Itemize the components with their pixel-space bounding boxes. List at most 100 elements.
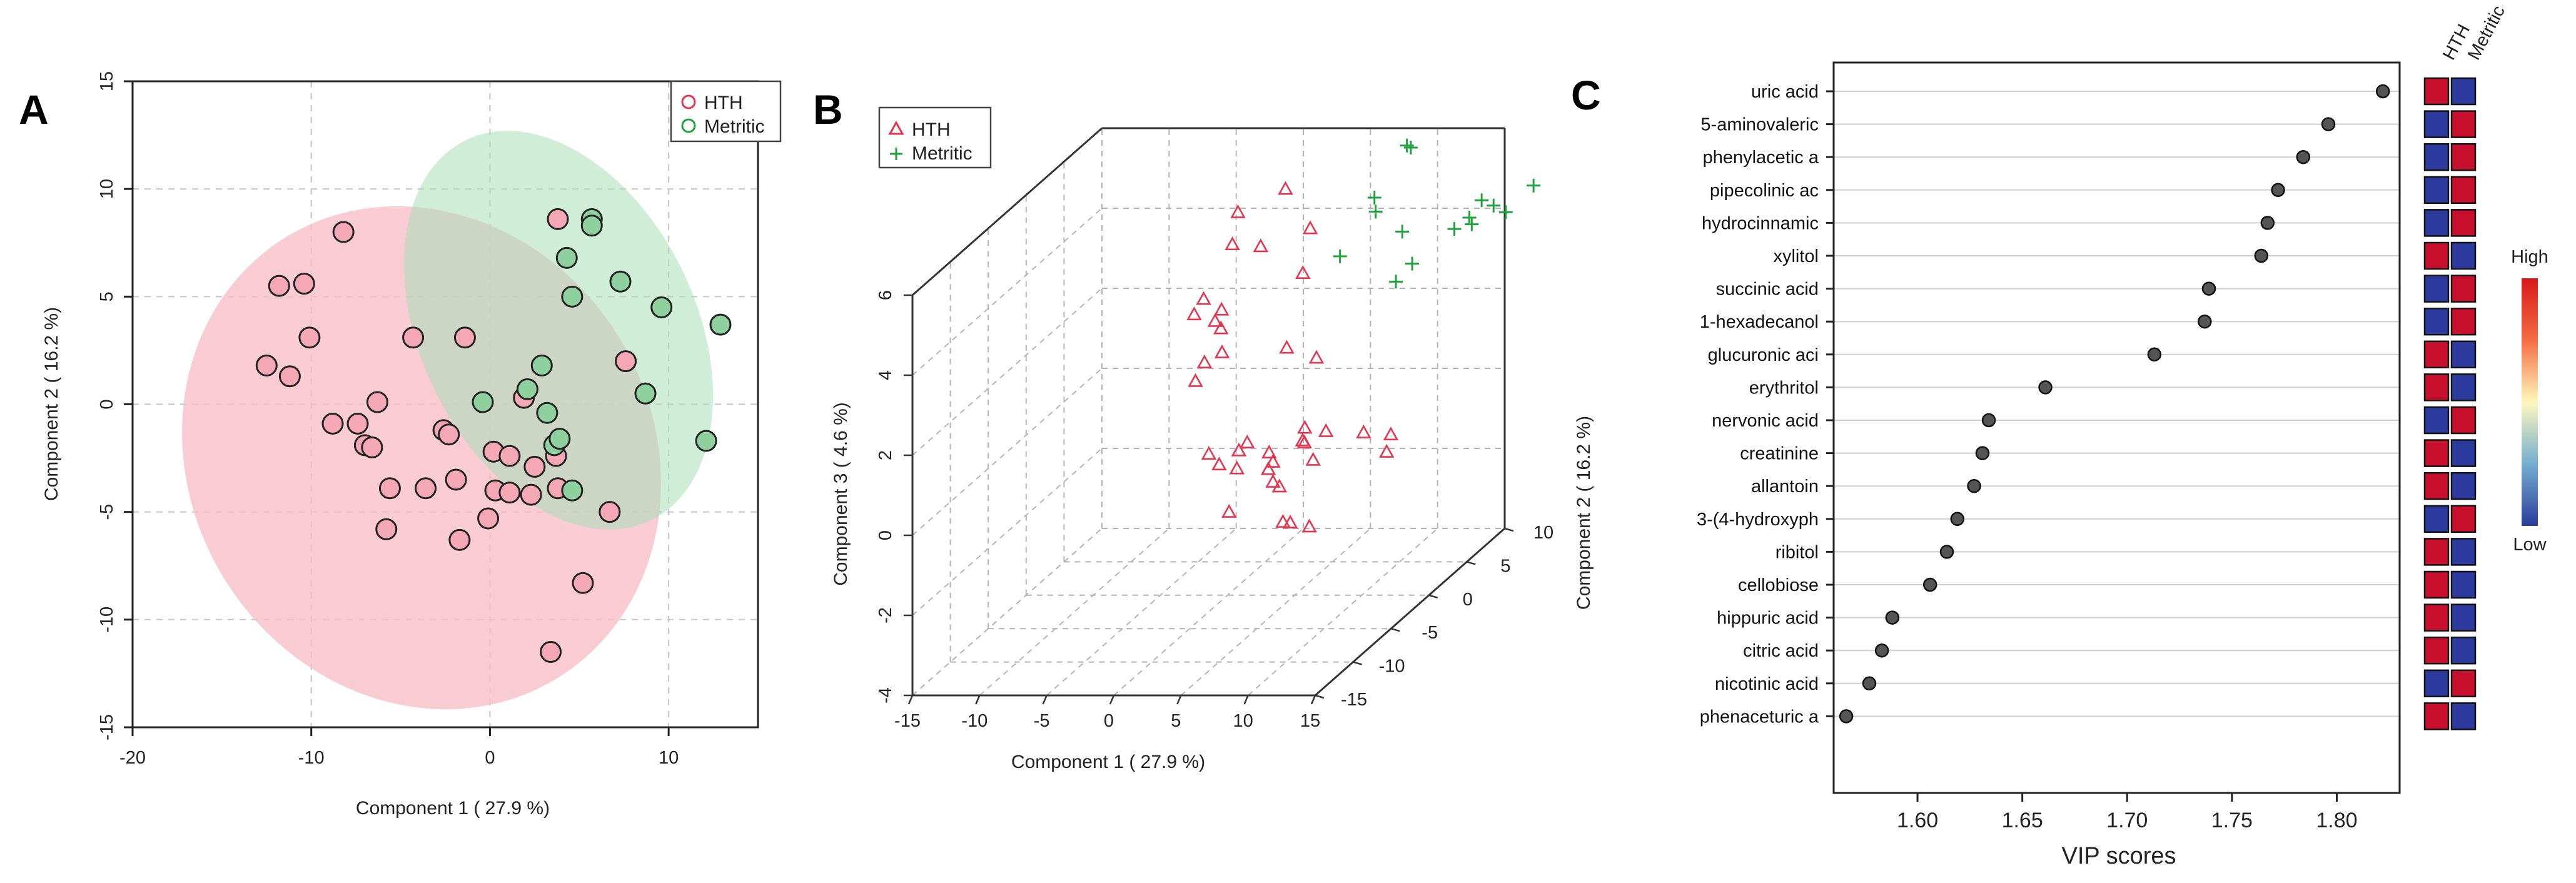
x-tick-label: 10 bbox=[1233, 711, 1253, 731]
box-edge bbox=[1315, 527, 1505, 697]
panel-b-xlabel: Component 1 ( 27.9 %) bbox=[1011, 752, 1205, 772]
x-tick-label: -10 bbox=[961, 711, 987, 731]
y-tick-label: -5 bbox=[97, 504, 117, 520]
panel-b-zlabel: Component 3 ( 4.6 %) bbox=[831, 402, 851, 585]
heat-cell-hth bbox=[2423, 603, 2450, 632]
hth-point bbox=[1271, 478, 1288, 493]
hth-point bbox=[1308, 350, 1325, 364]
metritic-point bbox=[1447, 222, 1462, 236]
metritic-point bbox=[530, 355, 553, 377]
x-tick-label: -20 bbox=[119, 748, 146, 768]
metritic-point bbox=[695, 430, 717, 452]
metritic-point bbox=[1395, 225, 1410, 239]
hth-point bbox=[278, 365, 301, 388]
hth-point bbox=[1201, 446, 1217, 460]
x-tick-mark bbox=[975, 695, 981, 705]
heat-cell-hth bbox=[2423, 373, 2450, 401]
hth-point bbox=[255, 355, 278, 377]
z-tick-label: -4 bbox=[876, 687, 896, 704]
y-tick-mark bbox=[1390, 627, 1400, 632]
color-scale-high: High bbox=[2511, 247, 2548, 267]
hth-point bbox=[1188, 373, 1203, 387]
metabolite-label: phenaceturic a bbox=[1700, 707, 1819, 727]
hth-point bbox=[572, 572, 594, 594]
y-tick-mark bbox=[1428, 594, 1438, 599]
hth-point bbox=[1240, 434, 1255, 448]
vip-dot bbox=[1839, 709, 1854, 724]
vip-dot bbox=[1981, 413, 1996, 428]
metritic-point bbox=[1475, 193, 1489, 208]
metritic-point bbox=[1527, 178, 1541, 193]
metritic-point bbox=[536, 401, 558, 424]
panel-b-3d-scatter: -15 -10 -5 0 5 10 15 -4 -2 0 2 4 6 -15 -10 -5 0 5 10 Compo… bbox=[831, 106, 1594, 772]
y-tick-label: 5 bbox=[1500, 556, 1510, 576]
metabolite-label: uric acid bbox=[1751, 82, 1819, 102]
metritic-point bbox=[1367, 191, 1381, 205]
side-wall-grid bbox=[912, 368, 1103, 536]
heat-cell-hth bbox=[2423, 570, 2450, 599]
hth-point bbox=[1214, 344, 1230, 358]
hth-point bbox=[1230, 204, 1246, 218]
hth-point bbox=[1282, 515, 1298, 528]
metritic-point bbox=[516, 378, 538, 400]
heat-cell-metritic bbox=[2450, 702, 2477, 730]
hth-point bbox=[415, 477, 437, 500]
vip-dot bbox=[1874, 643, 1889, 658]
metabolite-label: nicotinic acid bbox=[1715, 674, 1819, 694]
hth-point bbox=[445, 468, 467, 491]
panel-c-plot-frame bbox=[1832, 61, 2401, 794]
heat-cell-metritic bbox=[2450, 570, 2477, 599]
x-tick-label: 1.75 bbox=[2211, 809, 2253, 832]
vip-dot bbox=[1967, 478, 1981, 493]
x-tick-label: 1.80 bbox=[2316, 809, 2357, 832]
x-tick-mark bbox=[1109, 695, 1115, 705]
legend-metritic-marker bbox=[890, 148, 902, 160]
heat-cell-hth bbox=[2423, 538, 2450, 566]
hth-point bbox=[1265, 453, 1281, 468]
x-tick-label: 10 bbox=[659, 748, 679, 768]
metritic-point bbox=[1389, 275, 1403, 289]
hth-point bbox=[1279, 340, 1295, 354]
metabolite-label: creatinine bbox=[1740, 444, 1819, 464]
vip-dot bbox=[1862, 676, 1877, 691]
hth-point bbox=[498, 445, 521, 467]
hth-point bbox=[1207, 313, 1223, 327]
heat-cell-hth bbox=[2423, 143, 2450, 171]
y-tick-mark bbox=[1467, 561, 1476, 565]
x-tick-label: 0 bbox=[1104, 711, 1114, 731]
hth-point bbox=[1261, 444, 1277, 458]
x-tick-mark bbox=[1310, 695, 1316, 705]
panel-a-legend: HTH Metritic bbox=[670, 80, 782, 143]
x-tick-label: 0 bbox=[485, 748, 495, 768]
heat-cell-metritic bbox=[2450, 209, 2477, 237]
hth-point bbox=[1295, 265, 1311, 279]
heat-cell-hth bbox=[2423, 241, 2450, 270]
panel-b-ylabel: Component 2 ( 16.2 %) bbox=[1573, 416, 1594, 610]
metabolite-label: cellobiose bbox=[1738, 575, 1819, 595]
hth-point bbox=[378, 477, 401, 500]
hth-point bbox=[1297, 420, 1313, 434]
x-tick-label: 5 bbox=[1171, 711, 1181, 731]
x-tick-label: 1.65 bbox=[2002, 809, 2043, 832]
heat-cell-metritic bbox=[2450, 505, 2477, 533]
vip-dot bbox=[2271, 183, 2285, 198]
metritic-point bbox=[548, 428, 571, 450]
legend-hth-marker bbox=[888, 120, 904, 135]
x-tick-label: 1.70 bbox=[2106, 809, 2148, 832]
metabolite-label: xylitol bbox=[1773, 246, 1819, 266]
heat-cell-hth bbox=[2423, 77, 2450, 106]
heat-cell-metritic bbox=[2450, 406, 2477, 435]
heat-cell-metritic bbox=[2450, 176, 2477, 204]
panel-b-label: B bbox=[813, 86, 843, 133]
heat-cell-metritic bbox=[2450, 241, 2477, 270]
hth-point bbox=[448, 528, 471, 551]
metritic-point bbox=[561, 479, 583, 502]
panel-a-scatter: -20 -10 0 10 -15 -10 -5 0 5 10 15 Component 1 ( 27… bbox=[41, 71, 782, 819]
vip-dot bbox=[1939, 545, 1954, 559]
hth-point bbox=[1383, 426, 1399, 441]
hth-point bbox=[1356, 424, 1371, 438]
vip-dot bbox=[1922, 577, 1937, 592]
heat-cell-hth bbox=[2423, 275, 2450, 303]
vip-dot bbox=[1975, 446, 1990, 460]
